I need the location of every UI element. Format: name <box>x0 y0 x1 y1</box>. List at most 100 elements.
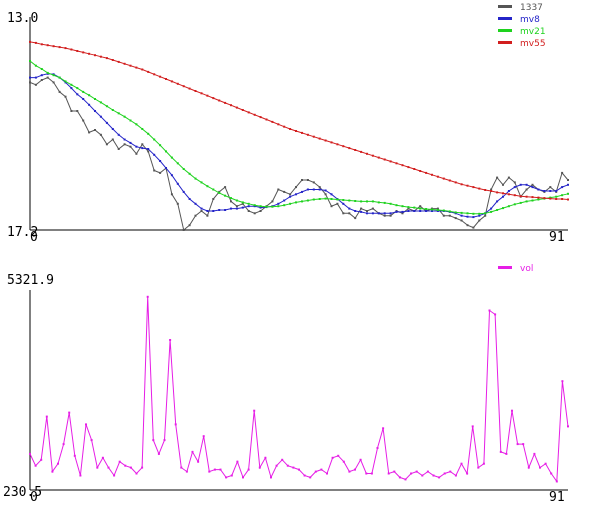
data-point-vol-11 <box>90 439 93 442</box>
data-point-mv55-72 <box>454 181 457 184</box>
data-point-mv8-36 <box>241 206 244 209</box>
data-point-1337-91 <box>567 179 569 181</box>
data-point-mv8-26 <box>182 190 185 193</box>
data-point-vol-84 <box>499 450 502 453</box>
data-point-mv8-84 <box>525 183 528 186</box>
data-point-1337-22 <box>159 171 162 174</box>
data-point-mv55-91 <box>567 198 569 201</box>
data-point-mv55-6 <box>64 47 67 50</box>
data-point-mv55-36 <box>241 109 244 111</box>
data-point-1337-26 <box>182 229 185 231</box>
data-point-mv21-3 <box>46 71 49 74</box>
data-point-mv55-22 <box>159 75 162 78</box>
data-point-vol-66 <box>398 476 401 479</box>
data-point-mv55-35 <box>235 106 238 109</box>
data-point-mv21-89 <box>555 195 558 198</box>
data-point-mv55-57 <box>366 152 368 155</box>
data-point-mv21-9 <box>82 90 85 93</box>
data-point-mv21-90 <box>561 194 564 197</box>
price-x-min-label: 0 <box>30 230 38 245</box>
data-point-vol-48 <box>298 468 300 471</box>
data-point-mv21-2 <box>40 68 43 70</box>
data-point-mv8-79 <box>496 200 499 203</box>
data-point-mv55-81 <box>507 193 510 196</box>
data-point-vol-46 <box>286 464 289 467</box>
data-point-mv55-73 <box>460 183 463 186</box>
data-point-mv21-52 <box>336 198 339 201</box>
data-point-mv21-69 <box>436 209 439 211</box>
data-point-mv55-27 <box>188 87 191 90</box>
data-point-vol-39 <box>247 468 250 471</box>
data-point-vol-90 <box>533 452 536 455</box>
data-point-vol-24 <box>163 439 166 442</box>
data-point-mv55-44 <box>289 128 292 130</box>
price-y-max-label: 13.0 <box>7 11 38 26</box>
data-point-vol-81 <box>482 462 485 465</box>
data-point-vol-33 <box>213 468 216 471</box>
data-point-1337-74 <box>466 224 469 227</box>
data-point-1337-52 <box>336 202 339 205</box>
data-point-mv55-49 <box>318 137 321 140</box>
data-point-mv55-40 <box>265 118 268 121</box>
data-point-vol-28 <box>185 470 188 473</box>
data-point-vol-8 <box>73 454 76 457</box>
data-point-mv55-38 <box>253 113 256 116</box>
data-point-vol-37 <box>236 460 239 463</box>
data-point-mv8-83 <box>519 183 522 186</box>
data-point-1337-48 <box>312 181 315 184</box>
data-point-1337-31 <box>212 198 215 200</box>
data-point-mv55-64 <box>407 166 410 169</box>
data-point-mv8-89 <box>555 190 558 192</box>
data-point-mv21-6 <box>64 80 67 83</box>
data-point-mv55-1 <box>34 41 37 44</box>
data-point-mv21-91 <box>567 192 569 195</box>
data-point-vol-34 <box>219 468 222 471</box>
data-point-mv21-31 <box>212 188 215 191</box>
data-point-mv55-56 <box>360 150 363 153</box>
data-point-mv21-38 <box>253 204 256 207</box>
data-point-mv8-31 <box>212 210 215 212</box>
data-point-vol-12 <box>96 466 99 469</box>
volume-y-min-label: 230.5 <box>3 485 42 500</box>
data-point-mv8-50 <box>324 189 327 192</box>
data-point-mv8-56 <box>360 210 363 213</box>
data-point-mv55-84 <box>525 195 528 198</box>
data-point-mv8-46 <box>301 190 303 193</box>
data-point-mv21-74 <box>466 212 469 215</box>
data-point-vol-95 <box>561 380 564 383</box>
data-point-vol-88 <box>522 443 525 446</box>
data-point-mv55-2 <box>40 43 43 46</box>
data-point-mv8-8 <box>76 93 79 96</box>
data-point-mv55-29 <box>200 92 203 95</box>
data-point-mv55-59 <box>377 156 380 159</box>
data-point-mv55-17 <box>129 64 132 67</box>
data-point-mv21-80 <box>502 207 504 210</box>
data-point-mv8-35 <box>235 207 238 210</box>
data-point-mv55-75 <box>472 186 475 189</box>
data-point-mv8-18 <box>135 145 138 148</box>
data-point-mv21-81 <box>507 205 510 208</box>
data-point-vol-53 <box>326 472 328 475</box>
data-point-vol-27 <box>180 466 183 469</box>
data-point-vol-68 <box>410 472 413 475</box>
data-point-1337-81 <box>507 176 510 179</box>
legend-swatch-1337 <box>498 5 512 8</box>
data-point-1337-27 <box>188 224 191 227</box>
data-point-mv55-45 <box>295 130 297 132</box>
data-point-mv8-80 <box>502 195 504 198</box>
data-point-vol-13 <box>101 456 104 459</box>
data-point-vol-47 <box>292 466 295 469</box>
data-point-1337-43 <box>283 190 286 193</box>
data-point-mv8-44 <box>289 195 292 198</box>
data-point-mv8-28 <box>194 202 197 205</box>
data-point-mv8-43 <box>283 199 286 202</box>
data-point-mv8-65 <box>413 210 416 212</box>
legend-label-mv55: mv55 <box>520 39 546 49</box>
data-point-mv8-76 <box>478 214 481 217</box>
data-point-mv55-71 <box>448 179 451 182</box>
data-point-vol-38 <box>242 476 244 479</box>
data-point-vol-21 <box>146 295 149 298</box>
data-point-mv21-24 <box>170 156 173 159</box>
data-point-vol-17 <box>124 464 127 467</box>
data-point-mv21-32 <box>218 191 221 194</box>
